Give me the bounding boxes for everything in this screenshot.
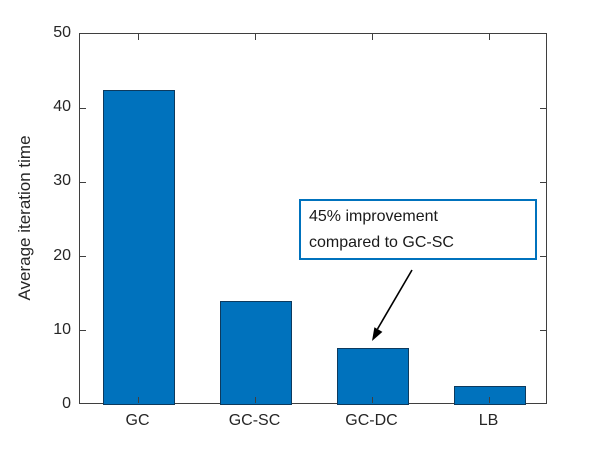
y-tick-right xyxy=(540,255,546,258)
bar-GC-DC xyxy=(336,347,409,405)
y-tick-right xyxy=(540,107,546,109)
y-tick-left xyxy=(80,255,86,258)
y-axis-label: Average iteration time xyxy=(15,135,34,301)
x-tick-top xyxy=(137,34,140,40)
x-tick-label-LB: LB xyxy=(478,412,499,429)
y-tick-left xyxy=(80,181,86,184)
y-tick-label-0: 0 xyxy=(62,395,71,412)
x-tick-top xyxy=(488,34,491,40)
y-tick-label-20: 20 xyxy=(53,246,71,264)
x-tick-bottom xyxy=(488,397,491,403)
x-tick-label-GC-SC: GC-SC xyxy=(228,412,281,429)
y-tick-right xyxy=(540,330,546,332)
annotation-line-2: compared to GC-SC xyxy=(309,234,454,251)
y-tick-right xyxy=(540,181,546,184)
annotation-box: 45% improvement compared to GC-SC xyxy=(299,199,537,260)
y-tick-label-40: 40 xyxy=(53,98,71,116)
y-tick-label-30: 30 xyxy=(53,172,71,190)
x-tick-top xyxy=(371,34,374,40)
x-tick-label-GC: GC xyxy=(125,412,150,429)
x-tick-label-GC-DC: GC-DC xyxy=(345,412,398,429)
y-tick-left xyxy=(80,107,86,109)
bar-GC xyxy=(102,89,175,405)
y-tick-left xyxy=(80,330,86,332)
y-tick-label-10: 10 xyxy=(53,320,71,338)
x-tick-bottom xyxy=(137,397,140,403)
x-tick-top xyxy=(254,34,257,40)
x-tick-bottom xyxy=(371,397,374,403)
bar-LB xyxy=(453,385,526,405)
y-tick-label-50: 50 xyxy=(53,24,71,41)
annotation-line-1: 45% improvement xyxy=(309,208,438,225)
bar-GC-SC xyxy=(219,301,292,405)
x-tick-bottom xyxy=(254,397,257,403)
